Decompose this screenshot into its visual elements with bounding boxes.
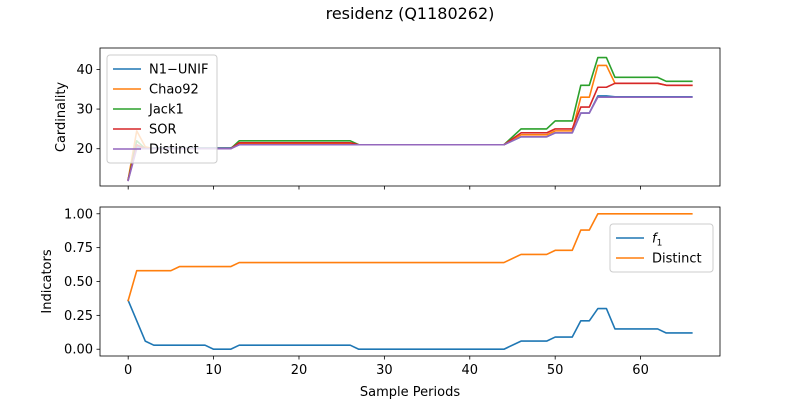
panel-2: 0 10 20 30 40 50 60 0.00 0.25 0.50 0.75 1.00 Indicat…	[40, 206, 721, 400]
x-tick-label: 60	[632, 363, 649, 378]
y-axis-label-1: Cardinality	[54, 82, 69, 153]
x-tick-label: 20	[291, 363, 308, 378]
series-line-2-1	[127, 299, 693, 351]
axes-frame-1	[99, 47, 721, 187]
x-tick-label: 30	[376, 363, 393, 378]
y-tick-label: 0.25	[64, 309, 93, 324]
x-tick-label: 10	[205, 363, 222, 378]
legend-label: Distinct	[652, 252, 702, 267]
x-tick-label: 50	[547, 363, 564, 378]
legend-box	[106, 54, 218, 164]
y-axis-label-2: Indicators	[40, 249, 55, 313]
y-tick-label: 0.00	[64, 343, 93, 358]
y-tick-label: 40	[76, 63, 93, 78]
y-tick-label: 30	[76, 103, 93, 118]
legend-label: f1	[652, 232, 662, 249]
legend-2: f1 Distinct	[609, 223, 714, 273]
legend-label: Jack1	[148, 103, 184, 118]
y-tick-label: 0.50	[64, 275, 93, 290]
panel-1: 20 30 40 Cardinality N1−UNIF Chao92 Jack1 SOR Di…	[54, 47, 721, 190]
series-line-2-2	[127, 212, 693, 302]
legend-box	[609, 223, 714, 273]
y-tick-label: 20	[76, 142, 93, 157]
chart-title: residenz (Q1180262)	[326, 4, 495, 23]
y-tick-label: 0.75	[64, 241, 93, 256]
y-tick-label: 1.00	[64, 207, 93, 222]
x-tick-label: 0	[124, 363, 132, 378]
legend-label: SOR	[149, 123, 177, 138]
legend-label: Chao92	[149, 83, 199, 98]
legend-label: N1−UNIF	[149, 63, 208, 78]
x-axis-label-2: Sample Periods	[360, 385, 460, 400]
x-tick-label: 40	[462, 363, 479, 378]
legend-1: N1−UNIF Chao92 Jack1 SOR Distinct	[106, 54, 218, 164]
legend-label: Distinct	[149, 143, 199, 158]
